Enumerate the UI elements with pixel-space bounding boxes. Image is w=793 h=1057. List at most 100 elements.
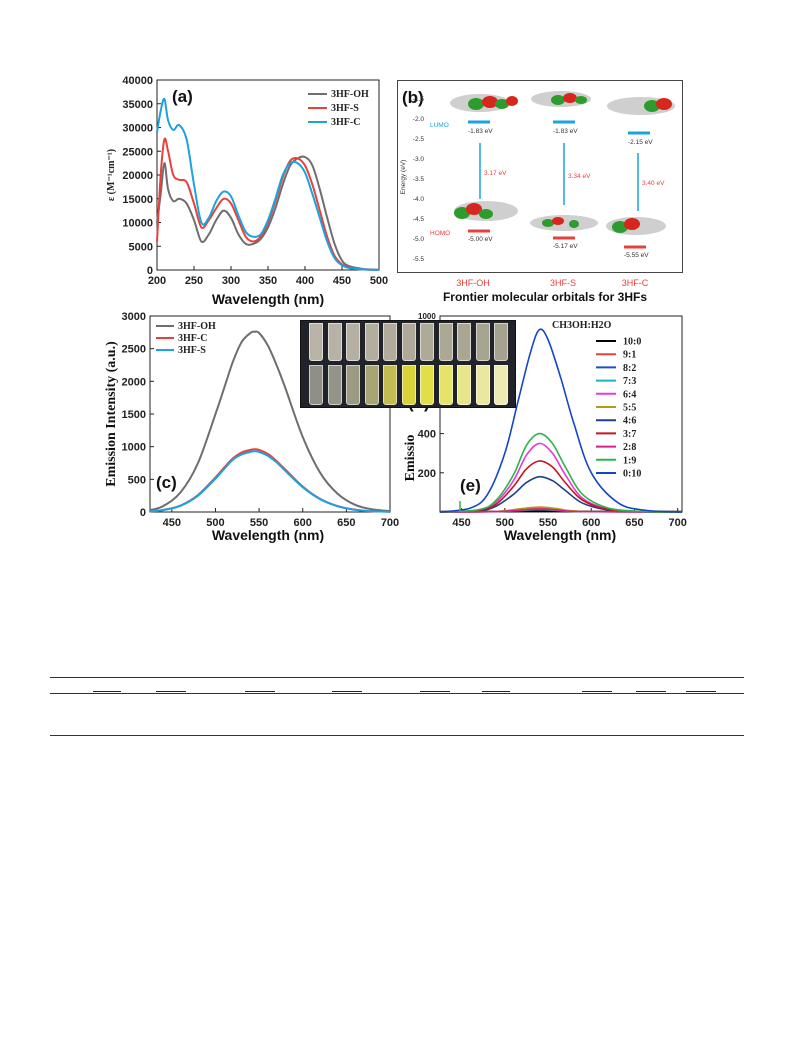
vial-top bbox=[327, 323, 342, 361]
legend-item-oh: 3HF-OH bbox=[178, 321, 216, 332]
energy-axis-ticks: -1.5 -2.0 -2.5 -3.0 -3.5 -4.0 -4.5 -5.0 -5.5 bbox=[413, 96, 425, 263]
x-tick-label: 400 bbox=[296, 275, 314, 287]
column-rule bbox=[245, 691, 275, 692]
energy-tick-label: -2.0 bbox=[413, 116, 425, 123]
orbital-diagram-svg: (b) Energy (eV) -1.5 -2.0 -2.5 -3.0 -3.5 -4.0… bbox=[400, 88, 675, 263]
table-top-rule bbox=[50, 677, 744, 678]
lumo-orbital-oh-icon bbox=[450, 94, 518, 112]
vial-top bbox=[309, 323, 323, 361]
y-tick-label: 5000 bbox=[129, 241, 153, 253]
y-tick-label: 35000 bbox=[122, 99, 153, 111]
vial-bottom bbox=[475, 365, 490, 405]
y-tick-label: 400 bbox=[418, 429, 436, 441]
y-tick-label: 0 bbox=[147, 265, 153, 277]
legend-item: 9:1 bbox=[623, 350, 636, 361]
vial-bottom bbox=[494, 365, 508, 405]
vial-bottom bbox=[438, 365, 453, 405]
y-tick-label: 0 bbox=[140, 507, 146, 519]
legend-item: 4:6 bbox=[623, 416, 636, 427]
y-tick-label: 10000 bbox=[122, 218, 153, 230]
column-rule bbox=[582, 691, 612, 692]
panel-b-label: (b) bbox=[402, 88, 424, 107]
vial-top bbox=[383, 323, 397, 361]
homo-orbital-c-icon bbox=[606, 217, 666, 235]
vial-top bbox=[401, 323, 416, 361]
y-axis-label: Emission Intensity (a.u.) bbox=[104, 341, 119, 487]
legend-item: 7:3 bbox=[623, 376, 636, 387]
y-tick-label: 200 bbox=[418, 468, 436, 480]
homo-value-c: -5.55 eV bbox=[624, 252, 649, 259]
series-line-3-7 bbox=[439, 460, 683, 513]
energy-tick-label: -4.0 bbox=[413, 196, 425, 203]
vial-top bbox=[457, 323, 471, 361]
vial-top bbox=[494, 323, 508, 361]
series-line-0-10 bbox=[439, 328, 683, 513]
table-bottom-rule bbox=[50, 735, 744, 736]
x-tick-label: 600 bbox=[582, 517, 600, 529]
legend-item: 1:9 bbox=[623, 455, 636, 466]
energy-tick-label: -5.5 bbox=[413, 256, 425, 263]
legend-title: CH3OH:H2O bbox=[552, 320, 612, 331]
vial-bottom bbox=[383, 365, 397, 405]
vial-bottom bbox=[364, 365, 379, 405]
y-tick-label: 2000 bbox=[122, 376, 146, 388]
vial-bottom bbox=[327, 365, 342, 405]
y-tick-label: 1000 bbox=[122, 442, 146, 454]
legend-item: 3:7 bbox=[623, 429, 636, 440]
y-axis-label: Emissio bbox=[403, 435, 418, 482]
legend-item: 8:2 bbox=[623, 363, 636, 374]
column-rule bbox=[93, 691, 121, 692]
vial-bottom bbox=[420, 365, 434, 405]
legend: 3HF-OH 3HF-S 3HF-C bbox=[308, 89, 369, 128]
lumo-label: LUMO bbox=[430, 122, 449, 129]
panel-a-absorption-chart: 200 250 300 350 400 450 500 0 5000 10000 15000 2000… bbox=[100, 72, 390, 308]
homo-label: HOMO bbox=[430, 230, 450, 237]
y-tick-label: 20000 bbox=[122, 170, 153, 182]
x-tick-label: 500 bbox=[206, 517, 224, 529]
energy-tick-label: -2.5 bbox=[413, 136, 425, 143]
x-tick-label: 500 bbox=[370, 275, 388, 287]
x-tick-label: 450 bbox=[163, 517, 181, 529]
x-tick-label: 700 bbox=[668, 517, 686, 529]
energy-tick-label: -3.0 bbox=[413, 156, 425, 163]
x-axis-label: Wavelength (nm) bbox=[212, 291, 324, 307]
legend: 3HF-OH 3HF-C 3HF-S bbox=[156, 321, 216, 356]
chart-c-svg: 450 500 550 600 650 700 0 500 1000 1500 2000 2500 30… bbox=[104, 311, 399, 543]
y-tick-label: 15000 bbox=[122, 194, 153, 206]
lumo-value-s: -1.83 eV bbox=[553, 128, 578, 135]
lumo-value-oh: -1.83 eV bbox=[468, 128, 493, 135]
gap-value-s: 3.34 eV bbox=[568, 173, 591, 180]
panel-c-label: (c) bbox=[156, 473, 177, 492]
vial-top bbox=[438, 323, 453, 361]
y-tick-label: 40000 bbox=[122, 75, 153, 87]
name-3hf-c: 3HF-C bbox=[622, 278, 649, 288]
vial-bottom bbox=[346, 365, 360, 405]
energy-tick-label: -1.5 bbox=[413, 96, 425, 103]
vial-bottom bbox=[401, 365, 416, 405]
vial-bottom bbox=[309, 365, 323, 405]
series-line-3hf-c bbox=[156, 97, 380, 271]
legend: CH3OH:H2O 10:0 9:1 8:2 7:3 6:4 5:5 4:6 3:7 2:8 1:… bbox=[552, 320, 641, 480]
x-tick-label: 450 bbox=[333, 275, 351, 287]
series-line-3hf-oh bbox=[149, 330, 391, 512]
column-rule bbox=[332, 691, 362, 692]
legend-item-c: 3HF-C bbox=[178, 333, 207, 344]
x-tick-label: 600 bbox=[294, 517, 312, 529]
x-tick-label: 550 bbox=[250, 517, 268, 529]
x-tick-label: 450 bbox=[452, 517, 470, 529]
x-tick-label: 200 bbox=[148, 275, 166, 287]
legend-item: 6:4 bbox=[623, 389, 636, 400]
panel-b-orbital-diagram: (b) Energy (eV) -1.5 -2.0 -2.5 -3.0 -3.5 -4.0… bbox=[397, 80, 683, 273]
vial-top bbox=[346, 323, 360, 361]
panel-a-label: (a) bbox=[172, 87, 193, 106]
y-tick-label: 30000 bbox=[122, 123, 153, 135]
legend-item-s: 3HF-S bbox=[178, 345, 206, 356]
homo-orbital-s-icon bbox=[530, 215, 598, 231]
series-line-3hf-s bbox=[149, 450, 391, 513]
panel-e-label: (e) bbox=[460, 476, 481, 495]
name-3hf-s: 3HF-S bbox=[550, 278, 576, 288]
x-tick-label: 650 bbox=[337, 517, 355, 529]
y-tick-label: 2500 bbox=[122, 344, 146, 356]
vial-top bbox=[420, 323, 434, 361]
y-tick-label: 25000 bbox=[122, 146, 153, 158]
